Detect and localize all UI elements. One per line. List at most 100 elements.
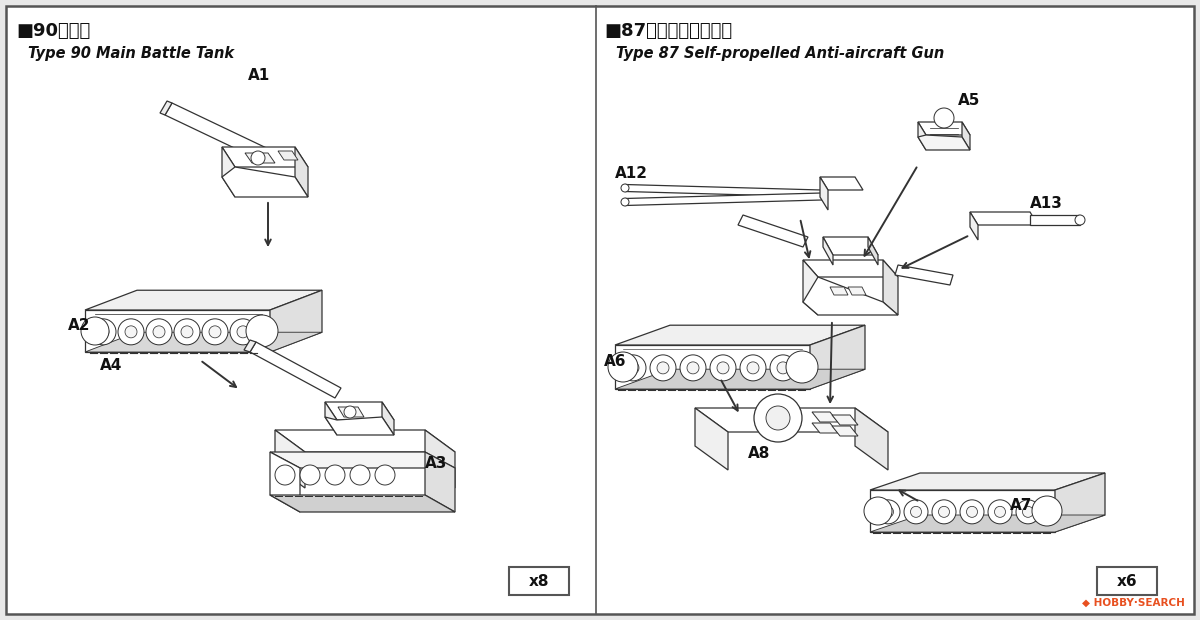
Circle shape [911,507,922,517]
Polygon shape [810,326,865,389]
Polygon shape [325,402,394,420]
Polygon shape [803,260,898,277]
Polygon shape [895,265,953,285]
Circle shape [325,465,346,485]
Polygon shape [970,212,978,240]
Circle shape [1016,500,1040,524]
Text: A2: A2 [68,318,90,333]
Circle shape [754,394,802,442]
Circle shape [209,326,221,338]
Polygon shape [616,326,865,345]
Polygon shape [616,345,810,389]
Polygon shape [160,101,172,115]
Polygon shape [823,237,833,265]
Polygon shape [625,193,826,205]
Circle shape [1022,507,1033,517]
Polygon shape [803,260,818,315]
Text: x6: x6 [1117,574,1138,588]
Circle shape [622,184,629,192]
Polygon shape [275,430,455,452]
Polygon shape [1030,215,1080,225]
Polygon shape [918,135,970,150]
Circle shape [938,507,949,517]
Text: ■90式戦車: ■90式戦車 [16,22,90,40]
Polygon shape [970,212,1038,225]
Circle shape [620,355,646,381]
Polygon shape [625,185,826,197]
Polygon shape [295,147,308,197]
Polygon shape [823,237,878,255]
Circle shape [146,319,172,345]
Polygon shape [85,332,322,352]
Polygon shape [222,147,235,197]
Polygon shape [85,310,270,352]
Circle shape [97,326,109,338]
Circle shape [686,362,698,374]
Text: A5: A5 [958,93,980,108]
Polygon shape [820,177,828,210]
Polygon shape [738,215,808,247]
Circle shape [710,355,736,381]
Polygon shape [85,290,322,310]
Circle shape [202,319,228,345]
Polygon shape [830,287,848,295]
Polygon shape [820,177,863,190]
Polygon shape [812,423,838,433]
Text: x8: x8 [529,574,550,588]
Circle shape [934,108,954,128]
Circle shape [995,507,1006,517]
Polygon shape [812,412,838,422]
Polygon shape [918,122,926,150]
FancyBboxPatch shape [1097,567,1157,595]
Polygon shape [278,151,298,160]
Polygon shape [338,407,364,417]
Polygon shape [325,402,337,435]
Polygon shape [270,290,322,352]
Circle shape [988,500,1012,524]
Text: Type 87 Self-propelled Anti-aircraft Gun: Type 87 Self-propelled Anti-aircraft Gun [616,46,944,61]
Text: A6: A6 [604,354,626,369]
Circle shape [740,355,766,381]
Circle shape [90,319,116,345]
Circle shape [251,151,265,165]
Polygon shape [325,417,394,435]
Circle shape [275,465,295,485]
Polygon shape [270,495,455,512]
Circle shape [125,326,137,338]
Circle shape [778,362,790,374]
Polygon shape [848,287,866,295]
Circle shape [82,317,109,345]
Polygon shape [695,408,888,432]
Circle shape [658,362,670,374]
Polygon shape [166,103,277,165]
Polygon shape [870,473,1105,490]
Circle shape [238,326,250,338]
Polygon shape [222,147,308,167]
Polygon shape [616,369,865,389]
Circle shape [1032,496,1062,526]
Polygon shape [832,426,858,436]
Polygon shape [883,260,898,315]
Circle shape [650,355,676,381]
Circle shape [350,465,370,485]
Circle shape [174,319,200,345]
Text: A13: A13 [1030,196,1063,211]
Circle shape [718,362,730,374]
Text: A12: A12 [616,166,648,181]
Circle shape [181,326,193,338]
Circle shape [876,500,900,524]
Circle shape [118,319,144,345]
Text: ◆ HOBBY·SEARCH: ◆ HOBBY·SEARCH [1082,598,1186,608]
Polygon shape [918,122,970,135]
Circle shape [1075,215,1085,225]
Polygon shape [382,402,394,435]
Circle shape [966,507,978,517]
Circle shape [246,315,278,347]
Circle shape [932,500,956,524]
Text: A3: A3 [425,456,448,471]
Circle shape [960,500,984,524]
Text: A7: A7 [1010,498,1032,513]
Polygon shape [275,430,305,488]
FancyBboxPatch shape [6,6,1194,614]
Polygon shape [270,452,300,512]
